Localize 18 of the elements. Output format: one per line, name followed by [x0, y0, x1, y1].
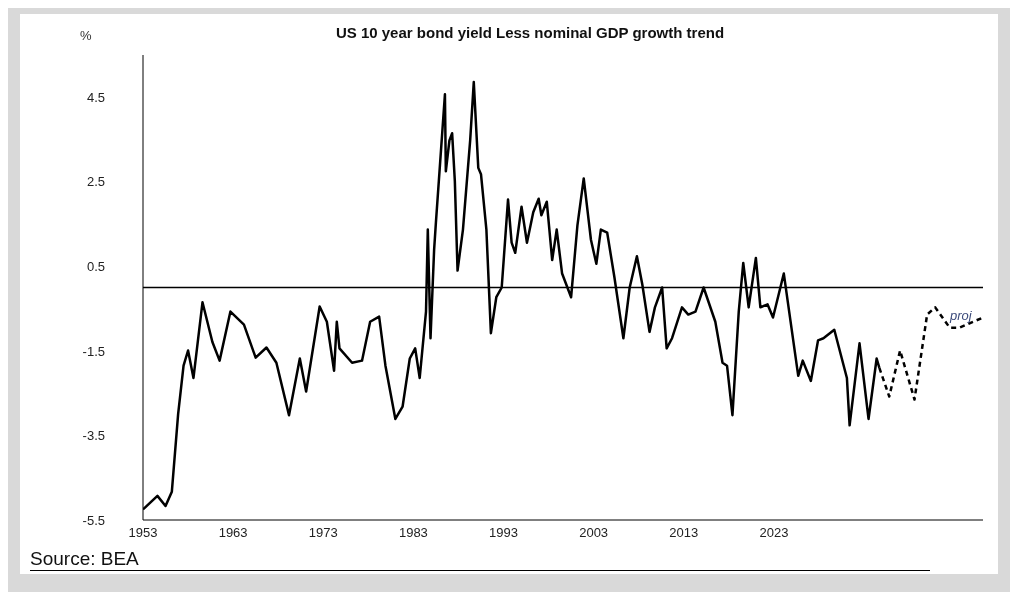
- y-tick-label: -3.5: [82, 428, 105, 444]
- x-tick-label: 2023: [759, 525, 789, 541]
- x-tick-label: 1953: [128, 525, 158, 541]
- x-tick-label: 2013: [669, 525, 699, 541]
- x-tick-label: 2003: [579, 525, 609, 541]
- annotation: proj: [950, 308, 972, 323]
- x-tick-label: 1993: [489, 525, 518, 541]
- y-tick-label: -1.5: [82, 343, 105, 359]
- y-tick-label: 0.5: [86, 258, 105, 274]
- y-tick-label: 4.5: [86, 89, 105, 105]
- source-note: Source: BEA: [30, 548, 930, 571]
- x-tick-label: 1973: [308, 525, 338, 541]
- x-tick-label: 1963: [218, 525, 248, 541]
- y-axis-title: %: [80, 28, 92, 43]
- y-tick-label: 2.5: [86, 174, 105, 190]
- chart-title: US 10 year bond yield Less nominal GDP growth trend: [334, 24, 726, 41]
- x-tick-label: 1983: [398, 525, 428, 541]
- y-tick-label: -5.5: [82, 512, 105, 528]
